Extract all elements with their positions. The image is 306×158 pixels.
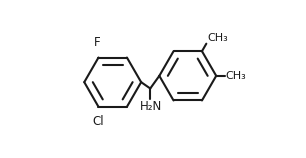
- Text: H₂N: H₂N: [140, 100, 162, 113]
- Text: CH₃: CH₃: [207, 33, 228, 43]
- Text: F: F: [94, 36, 100, 49]
- Text: CH₃: CH₃: [226, 71, 246, 81]
- Text: Cl: Cl: [92, 115, 103, 128]
